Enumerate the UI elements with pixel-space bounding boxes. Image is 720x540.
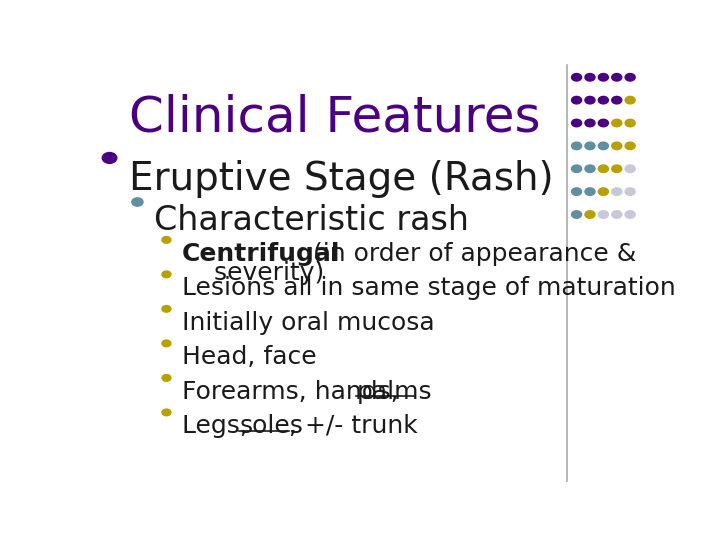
Circle shape: [598, 142, 608, 150]
Circle shape: [612, 119, 622, 127]
Circle shape: [102, 152, 117, 163]
Circle shape: [612, 188, 622, 195]
Circle shape: [162, 340, 171, 347]
Circle shape: [598, 165, 608, 172]
Circle shape: [162, 237, 171, 243]
Text: Legs,: Legs,: [182, 414, 256, 438]
Circle shape: [598, 97, 608, 104]
Circle shape: [162, 409, 171, 416]
Text: Eruptive Stage (Rash): Eruptive Stage (Rash): [129, 160, 554, 198]
Circle shape: [598, 119, 608, 127]
Text: Initially oral mucosa: Initially oral mucosa: [182, 310, 435, 335]
Circle shape: [162, 271, 171, 278]
Circle shape: [585, 142, 595, 150]
Circle shape: [625, 119, 635, 127]
Circle shape: [612, 97, 622, 104]
Circle shape: [612, 73, 622, 81]
Text: palms: palms: [356, 380, 432, 403]
Circle shape: [572, 73, 582, 81]
Circle shape: [585, 165, 595, 172]
Circle shape: [162, 306, 171, 312]
Circle shape: [585, 211, 595, 218]
Circle shape: [585, 119, 595, 127]
Circle shape: [625, 211, 635, 218]
Circle shape: [585, 188, 595, 195]
Circle shape: [572, 142, 582, 150]
Text: Forearms, hands,: Forearms, hands,: [182, 380, 407, 403]
Circle shape: [572, 165, 582, 172]
Text: Clinical Features: Clinical Features: [129, 94, 541, 142]
Circle shape: [572, 211, 582, 218]
Text: severity): severity): [182, 261, 324, 285]
Circle shape: [572, 97, 582, 104]
Text: , +/- trunk: , +/- trunk: [289, 414, 418, 438]
Text: Lesions all in same stage of maturation: Lesions all in same stage of maturation: [182, 276, 676, 300]
Circle shape: [598, 211, 608, 218]
Circle shape: [585, 73, 595, 81]
Circle shape: [612, 211, 622, 218]
Circle shape: [572, 119, 582, 127]
Circle shape: [612, 165, 622, 172]
Text: (in order of appearance &: (in order of appearance &: [305, 241, 636, 266]
Text: Head, face: Head, face: [182, 345, 317, 369]
Circle shape: [585, 97, 595, 104]
Circle shape: [132, 198, 143, 206]
Circle shape: [162, 375, 171, 381]
Circle shape: [598, 73, 608, 81]
Circle shape: [572, 188, 582, 195]
Circle shape: [598, 188, 608, 195]
Text: Centrifugal: Centrifugal: [182, 241, 341, 266]
Circle shape: [625, 97, 635, 104]
Circle shape: [625, 142, 635, 150]
Text: soles: soles: [239, 414, 303, 438]
Text: Characteristic rash: Characteristic rash: [154, 204, 469, 237]
Circle shape: [625, 165, 635, 172]
Circle shape: [625, 188, 635, 195]
Circle shape: [612, 142, 622, 150]
Circle shape: [625, 73, 635, 81]
